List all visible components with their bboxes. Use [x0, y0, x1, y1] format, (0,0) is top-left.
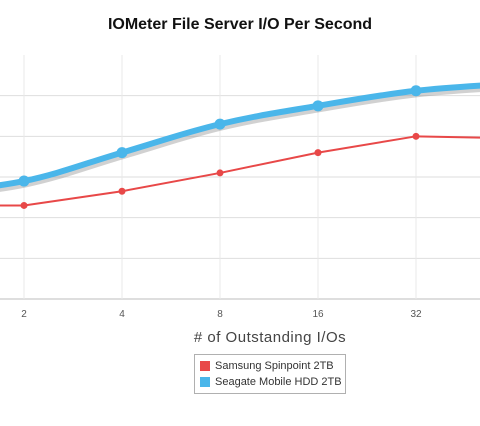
- legend-label-samsung: Samsung Spinpoint 2TB: [215, 360, 334, 372]
- x-tick-label: 4: [119, 309, 125, 320]
- seagate-point-16: [312, 100, 324, 112]
- samsung-point-2: [20, 201, 28, 209]
- series-lines: [0, 82, 480, 207]
- samsung-point-32: [412, 132, 420, 140]
- seagate-point-4: [116, 147, 128, 159]
- x-tick-label: 32: [410, 309, 422, 320]
- x-tick-label: 2: [21, 309, 27, 320]
- seagate-point-32: [410, 85, 422, 97]
- legend-item-seagate: Seagate Mobile HDD 2TB: [200, 374, 345, 390]
- legend-swatch-seagate: [200, 377, 210, 387]
- data-points: [18, 85, 422, 209]
- seagate-point-2: [18, 175, 30, 187]
- samsung-point-4: [118, 187, 126, 195]
- legend-item-samsung: Samsung Spinpoint 2TB: [200, 358, 345, 374]
- series-shadow-seagate: [0, 85, 480, 192]
- chart-title: IOMeter File Server I/O Per Second: [107, 16, 373, 33]
- legend-label-seagate: Seagate Mobile HDD 2TB: [215, 376, 342, 388]
- legend: Samsung Spinpoint 2TB Seagate Mobile HDD…: [194, 354, 346, 394]
- samsung-point-8: [216, 169, 224, 177]
- x-tick-labels: 2 4 8 16 32: [21, 309, 422, 320]
- x-tick-label: 16: [312, 309, 324, 320]
- samsung-point-16: [314, 149, 322, 157]
- x-tick-label: 8: [217, 309, 223, 320]
- seagate-point-8: [214, 118, 226, 130]
- x-axis-label: # of Outstanding I/Os: [194, 329, 346, 346]
- grid-lines: [0, 55, 480, 300]
- legend-swatch-samsung: [200, 361, 210, 371]
